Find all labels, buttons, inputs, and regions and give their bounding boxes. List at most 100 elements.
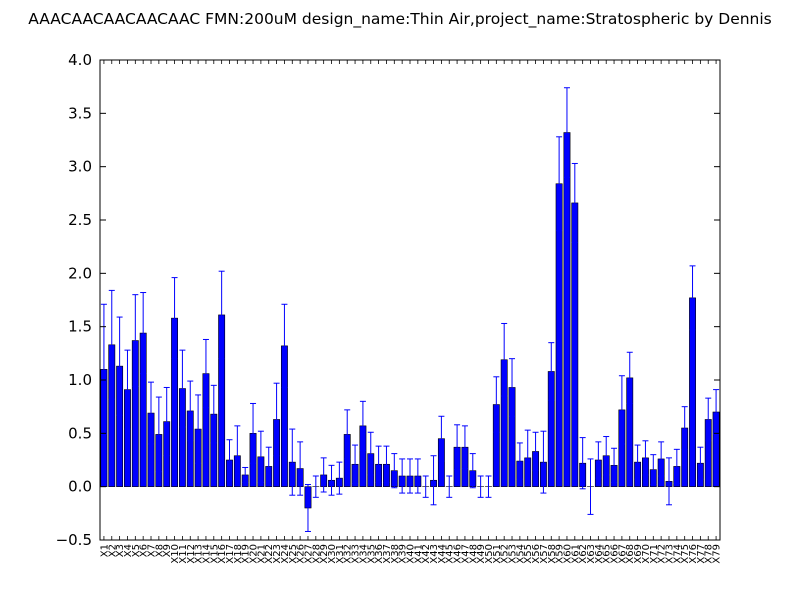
- x-tick-label: X37: [382, 544, 393, 564]
- bar-X60: [563, 132, 571, 487]
- error-bar-X46: [454, 424, 461, 471]
- error-bar-X51: [493, 376, 500, 433]
- error-bar-X73: [665, 457, 672, 506]
- x-tick-label: X60: [562, 544, 573, 564]
- x-tick-label: X33: [351, 544, 362, 564]
- x-tick-label: X12: [186, 544, 197, 564]
- error-bar-X72: [658, 441, 665, 477]
- y-tick-label: 2.5: [68, 211, 92, 229]
- x-tick-label: X39: [398, 544, 409, 564]
- error-bar-X61: [571, 162, 578, 243]
- error-bars-layer: [100, 87, 720, 532]
- x-tick-label: X70: [641, 544, 652, 564]
- error-bar-X19: [242, 466, 249, 483]
- x-tick-label: X46: [453, 544, 464, 564]
- x-tick-label: X1: [99, 544, 110, 557]
- x-tick-label: X57: [539, 544, 550, 564]
- error-bar-X55: [524, 429, 531, 487]
- error-bar-X50: [485, 475, 492, 498]
- error-bar-X14: [202, 338, 209, 409]
- x-tick-label: X73: [664, 544, 675, 564]
- error-bar-X63: [587, 458, 594, 515]
- error-bar-X2: [108, 289, 115, 400]
- chart-title: AAACAACAACAACAAC FMN:200uM design_name:T…: [28, 10, 772, 29]
- y-tick-label: 0.5: [68, 424, 92, 442]
- error-bar-X32: [344, 409, 351, 460]
- x-tick-label: X78: [704, 544, 715, 564]
- x-tick-label: X67: [617, 544, 628, 564]
- error-bar-X67: [618, 375, 625, 445]
- error-bar-X75: [681, 406, 688, 450]
- x-tick-label: X24: [280, 544, 291, 564]
- error-bar-X52: [501, 322, 508, 397]
- y-tick-label: 2.0: [68, 264, 92, 282]
- x-tick-label: X52: [500, 544, 511, 564]
- x-tick-label: X30: [327, 544, 338, 564]
- y-tick-label: 3.0: [68, 158, 92, 176]
- error-bar-X26: [297, 441, 304, 496]
- x-tick-label: X55: [523, 544, 534, 564]
- error-bar-X5: [132, 294, 139, 387]
- x-tick-label: X32: [343, 544, 354, 564]
- error-bar-X59: [556, 136, 563, 232]
- error-bar-X8: [155, 396, 162, 473]
- x-tick-label: X35: [366, 544, 377, 564]
- error-bar-X74: [673, 448, 680, 484]
- y-tick-label: 3.5: [68, 104, 92, 122]
- x-tick-label: X23: [272, 544, 283, 564]
- x-tick-label: X34: [358, 544, 369, 564]
- y-axis: −0.5 0.0 0.5 1.0 1.5 2.0 2.5 3.0 3.5 4.0: [56, 51, 720, 549]
- x-tick-label: X77: [696, 544, 707, 564]
- error-bar-X68: [626, 351, 633, 404]
- x-tick-label: X26: [296, 544, 307, 564]
- bar-X61: [571, 202, 579, 487]
- error-bar-X79: [713, 389, 720, 435]
- y-tick-label: 4.0: [68, 51, 92, 69]
- error-bar-X29: [320, 457, 327, 493]
- error-bar-X57: [540, 430, 547, 494]
- error-bar-X35: [367, 431, 374, 476]
- error-bar-X62: [579, 437, 586, 490]
- x-tick-label: X58: [547, 544, 558, 564]
- error-bar-X66: [611, 447, 618, 483]
- error-bar-X4: [124, 349, 131, 430]
- error-bar-X23: [273, 382, 280, 457]
- error-bar-X18: [234, 425, 241, 487]
- x-tick-label: X47: [460, 544, 471, 564]
- x-tick-label: X3: [115, 544, 126, 557]
- error-bar-X45: [446, 475, 453, 498]
- error-bar-X33: [352, 444, 359, 484]
- error-bar-X36: [375, 445, 382, 483]
- error-bar-X65: [603, 436, 610, 476]
- x-tick-label: X44: [437, 544, 448, 564]
- error-bar-X43: [430, 455, 437, 506]
- error-bar-X44: [438, 415, 445, 462]
- error-bar-X39: [399, 458, 406, 494]
- error-bar-X9: [163, 386, 170, 457]
- error-bar-X30: [328, 464, 335, 496]
- y-tick-label: 1.5: [68, 318, 92, 336]
- error-bar-X64: [595, 441, 602, 479]
- error-bar-X7: [148, 381, 155, 445]
- x-tick-label: X2: [107, 544, 118, 557]
- error-bar-X27: [304, 484, 311, 532]
- x-tick-label: X19: [241, 544, 252, 564]
- error-bar-X25: [289, 428, 296, 496]
- x-tick-label: X61: [570, 544, 581, 564]
- x-tick-label: X14: [201, 544, 212, 564]
- x-tick-label: X65: [602, 544, 613, 564]
- error-bar-X10: [171, 277, 178, 360]
- error-bar-X49: [477, 475, 484, 498]
- x-tick-label: X20: [249, 544, 260, 564]
- x-tick-label: X22: [264, 544, 275, 564]
- x-tick-label: X74: [672, 544, 683, 564]
- x-tick-label: X8: [154, 544, 165, 557]
- error-bar-X60: [563, 87, 570, 178]
- error-bar-X12: [187, 380, 194, 442]
- error-bar-X15: [210, 384, 217, 444]
- error-bar-X11: [179, 349, 186, 428]
- error-bar-X78: [705, 397, 712, 442]
- x-tick-label: X62: [578, 544, 589, 564]
- error-bar-X48: [469, 453, 476, 489]
- y-tick-label: −0.5: [56, 531, 92, 549]
